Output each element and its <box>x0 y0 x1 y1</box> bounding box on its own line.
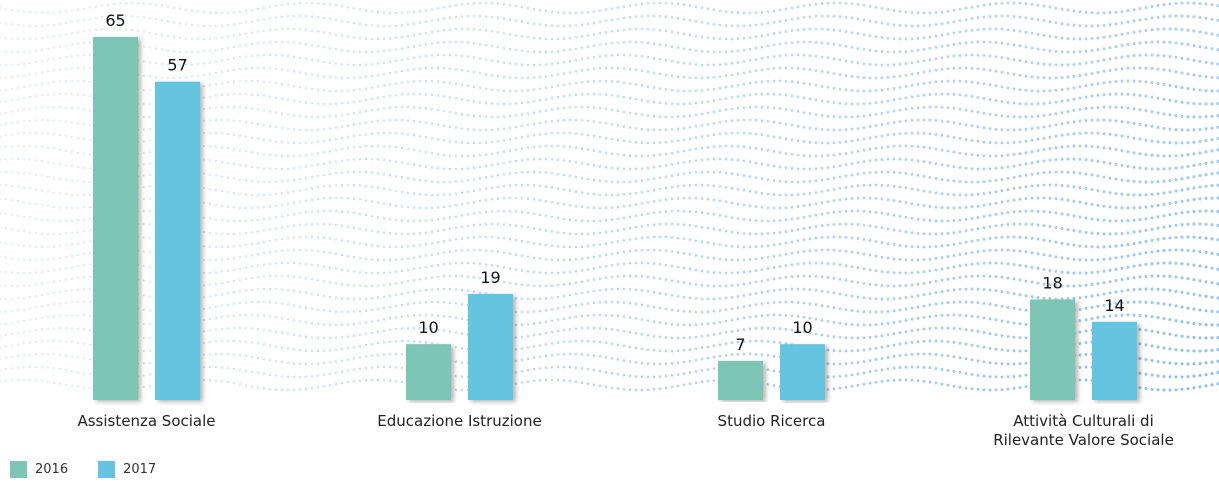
value-label-2017-4: 14 <box>1104 296 1124 315</box>
bar-2016-1 <box>93 37 138 400</box>
legend-item-2016: 2016 <box>10 461 68 478</box>
legend: 2016 2017 <box>10 461 186 478</box>
category-label-1: Assistenza Sociale <box>77 412 216 430</box>
value-labels-group: 65 57 10 19 7 10 18 14 <box>105 11 1124 354</box>
category-label-4: Attività Culturali di Rilevante Valore So… <box>993 412 1174 449</box>
dotted-wave-background <box>0 1 1219 392</box>
legend-item-2017: 2017 <box>98 461 156 478</box>
value-label-2016-3: 7 <box>735 335 745 354</box>
value-label-2016-2: 10 <box>418 318 438 337</box>
value-label-2016-4: 18 <box>1042 273 1062 292</box>
bar-2017-1 <box>155 81 200 400</box>
bars-group <box>93 37 1137 400</box>
category-label-2: Educazione Istruzione <box>377 412 542 430</box>
bar-2016-3 <box>718 360 763 400</box>
bar-2016-2 <box>406 344 451 400</box>
legend-swatch-2016 <box>10 461 27 478</box>
bar-chart: 65 57 10 19 7 10 18 14 <box>0 1 1219 400</box>
legend-label-2017: 2017 <box>123 462 157 477</box>
bar-2017-2 <box>468 293 513 400</box>
bar-2017-3 <box>780 344 825 400</box>
bar-2017-4 <box>1092 321 1137 400</box>
value-label-2017-3: 10 <box>792 318 812 337</box>
value-label-2017-1: 57 <box>167 56 187 75</box>
value-label-2016-1: 65 <box>105 11 125 30</box>
value-label-2017-2: 19 <box>480 268 500 287</box>
legend-label-2016: 2016 <box>35 462 69 477</box>
category-label-3: Studio Ricerca <box>717 412 826 430</box>
legend-swatch-2017 <box>98 461 116 478</box>
bar-2016-4 <box>1030 299 1075 400</box>
